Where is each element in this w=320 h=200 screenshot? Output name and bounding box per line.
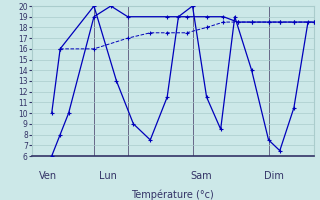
Text: Température (°c): Température (°c) — [132, 189, 214, 200]
Text: Lun: Lun — [99, 171, 117, 181]
Text: Dim: Dim — [264, 171, 284, 181]
Text: Ven: Ven — [38, 171, 57, 181]
Text: Sam: Sam — [190, 171, 212, 181]
